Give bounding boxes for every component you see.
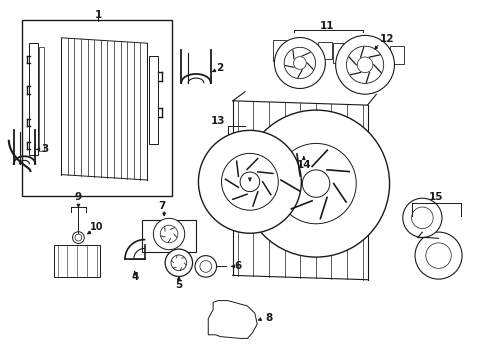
Bar bbox=[273, 40, 286, 61]
Circle shape bbox=[153, 218, 185, 250]
Circle shape bbox=[73, 232, 84, 243]
Circle shape bbox=[284, 47, 316, 79]
Circle shape bbox=[165, 249, 193, 276]
Circle shape bbox=[171, 255, 187, 271]
Circle shape bbox=[198, 130, 301, 233]
Circle shape bbox=[346, 46, 384, 84]
Circle shape bbox=[357, 57, 373, 73]
Circle shape bbox=[276, 143, 356, 224]
Circle shape bbox=[195, 256, 217, 277]
Text: 7: 7 bbox=[158, 201, 166, 211]
Polygon shape bbox=[208, 301, 257, 338]
Text: 1: 1 bbox=[95, 10, 101, 21]
Text: 9: 9 bbox=[75, 192, 82, 202]
Circle shape bbox=[240, 172, 260, 192]
Circle shape bbox=[302, 170, 330, 197]
Circle shape bbox=[200, 261, 212, 272]
Text: 15: 15 bbox=[429, 192, 443, 202]
Text: 8: 8 bbox=[265, 312, 272, 323]
Text: 14: 14 bbox=[296, 160, 311, 170]
Text: 5: 5 bbox=[175, 280, 182, 291]
Text: 3: 3 bbox=[42, 144, 49, 154]
Circle shape bbox=[412, 207, 433, 229]
Bar bbox=[22, 20, 172, 196]
Text: 10: 10 bbox=[90, 222, 103, 232]
Text: 6: 6 bbox=[234, 261, 241, 271]
Text: 12: 12 bbox=[380, 34, 394, 44]
Circle shape bbox=[221, 153, 278, 210]
Bar bbox=[333, 43, 347, 63]
Text: 4: 4 bbox=[131, 272, 139, 282]
Circle shape bbox=[75, 234, 82, 241]
Circle shape bbox=[403, 198, 442, 237]
Text: 13: 13 bbox=[211, 116, 225, 126]
Circle shape bbox=[274, 37, 325, 89]
Text: 11: 11 bbox=[320, 21, 335, 31]
Circle shape bbox=[336, 35, 394, 94]
Bar bbox=[149, 56, 158, 144]
Bar bbox=[142, 220, 196, 252]
Circle shape bbox=[243, 110, 390, 257]
Circle shape bbox=[160, 225, 178, 243]
Bar bbox=[318, 42, 332, 59]
Bar bbox=[39, 47, 44, 151]
Bar bbox=[390, 46, 404, 64]
Circle shape bbox=[415, 232, 462, 279]
Circle shape bbox=[294, 57, 306, 69]
Circle shape bbox=[426, 243, 451, 268]
Text: 2: 2 bbox=[216, 63, 223, 73]
Bar bbox=[54, 245, 100, 277]
Bar bbox=[29, 43, 38, 155]
